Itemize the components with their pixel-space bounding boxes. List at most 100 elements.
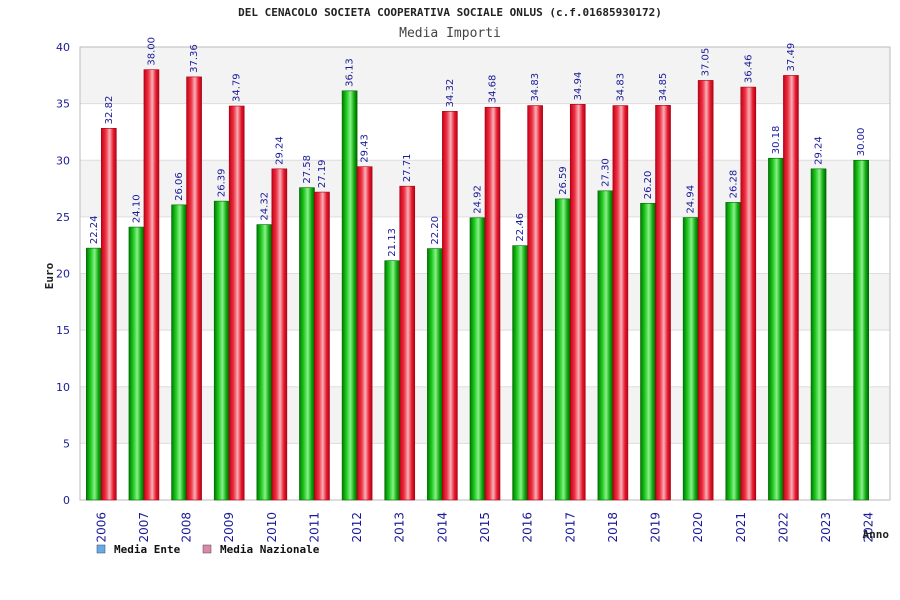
value-label: 26.28 bbox=[728, 170, 739, 199]
bar-media-ente-2012 bbox=[341, 90, 358, 501]
value-label: 37.49 bbox=[786, 43, 797, 72]
x-tick-label: 2019 bbox=[649, 512, 663, 543]
y-tick-label: 25 bbox=[56, 211, 70, 224]
bar-media-ente-2007 bbox=[128, 226, 145, 501]
bar-media-ente-2023 bbox=[810, 168, 827, 501]
value-label: 36.46 bbox=[743, 54, 754, 83]
x-tick-label: 2022 bbox=[776, 512, 790, 543]
bar-media-ente-2008 bbox=[171, 204, 187, 501]
value-label: 24.92 bbox=[473, 185, 484, 214]
x-tick-label: 2008 bbox=[180, 512, 194, 543]
value-label: 34.68 bbox=[488, 75, 499, 104]
x-tick-label: 2015 bbox=[478, 512, 492, 543]
bar-media-nazionale-2012 bbox=[356, 166, 373, 501]
legend-swatch-media-nazionale bbox=[202, 544, 212, 554]
x-tick-label: 2024 bbox=[862, 512, 876, 543]
value-label: 22.20 bbox=[430, 216, 441, 245]
value-label: 27.58 bbox=[302, 155, 313, 184]
value-label: 34.79 bbox=[232, 73, 243, 102]
legend-label-media-nazionale: Media Nazionale bbox=[220, 543, 320, 556]
bars bbox=[86, 69, 869, 501]
bar-media-ente-2013 bbox=[384, 260, 401, 501]
value-label: 34.94 bbox=[573, 72, 584, 101]
x-tick-label: 2018 bbox=[606, 512, 620, 543]
bar-media-nazionale-2017 bbox=[569, 104, 586, 501]
bar-media-ente-2024 bbox=[853, 159, 869, 501]
value-label: 26.06 bbox=[174, 172, 185, 201]
bar-media-nazionale-2019 bbox=[655, 105, 671, 501]
value-label: 34.83 bbox=[615, 73, 626, 102]
value-labels: 22.24 24.10 26.06 26.39 24.32 27.58 36.13 21.13… bbox=[89, 37, 867, 257]
y-tick-label: 0 bbox=[63, 494, 70, 507]
x-tick-label: 2010 bbox=[265, 512, 279, 543]
x-tick-label: 2017 bbox=[563, 512, 577, 543]
legend-swatch-media-ente bbox=[96, 544, 106, 554]
x-tick-label: 2009 bbox=[222, 512, 236, 543]
y-tick-label: 20 bbox=[56, 268, 70, 281]
x-tick-label: 2016 bbox=[521, 512, 535, 543]
chart-title: DEL CENACOLO SOCIETA COOPERATIVA SOCIALE… bbox=[238, 6, 662, 19]
bar-media-ente-2020 bbox=[682, 217, 699, 501]
value-label: 27.71 bbox=[402, 154, 413, 183]
value-label: 27.30 bbox=[600, 158, 611, 187]
value-label: 21.13 bbox=[387, 228, 398, 257]
value-label: 26.20 bbox=[643, 171, 654, 200]
value-label: 34.83 bbox=[530, 73, 541, 102]
chart-subtitle: Media Importi bbox=[399, 26, 501, 41]
value-label: 36.13 bbox=[345, 58, 356, 87]
bar-media-nazionale-2007 bbox=[143, 69, 160, 501]
bar-media-ente-2014 bbox=[427, 248, 443, 501]
bar-media-ente-2022 bbox=[768, 157, 784, 501]
bar-media-ente-2018 bbox=[597, 190, 614, 501]
bar-media-nazionale-2020 bbox=[697, 80, 714, 501]
bar-media-nazionale-2021 bbox=[740, 86, 757, 501]
bar-media-ente-2016 bbox=[512, 245, 528, 501]
value-label: 38.00 bbox=[146, 37, 157, 66]
x-tick-label: 2006 bbox=[94, 512, 108, 543]
bar-media-nazionale-2010 bbox=[271, 168, 288, 501]
legend: Media Ente Media Nazionale bbox=[96, 543, 320, 556]
value-label: 24.10 bbox=[131, 194, 142, 223]
bar-media-ente-2006 bbox=[86, 247, 102, 501]
value-label: 26.39 bbox=[217, 168, 228, 197]
value-label: 29.24 bbox=[274, 136, 285, 165]
x-tick-label: 2021 bbox=[734, 512, 748, 543]
y-axis-ticks: 0 5 10 15 20 25 30 35 40 bbox=[56, 41, 70, 507]
value-label: 30.00 bbox=[856, 128, 867, 157]
y-tick-label: 10 bbox=[56, 381, 70, 394]
bar-media-nazionale-2009 bbox=[228, 105, 245, 501]
value-label: 24.94 bbox=[686, 185, 697, 214]
x-axis-label: Anno bbox=[863, 528, 890, 541]
bar-media-nazionale-2013 bbox=[399, 185, 416, 501]
bar-media-ente-2019 bbox=[640, 202, 656, 501]
value-label: 37.36 bbox=[189, 44, 200, 73]
value-label: 32.82 bbox=[104, 96, 115, 125]
y-axis-label: Euro bbox=[43, 262, 56, 289]
bar-media-ente-2009 bbox=[213, 200, 230, 501]
value-label: 24.32 bbox=[259, 192, 270, 221]
value-label: 29.24 bbox=[814, 136, 825, 165]
x-tick-label: 2020 bbox=[691, 512, 705, 543]
value-label: 34.32 bbox=[445, 79, 456, 108]
bar-media-nazionale-2018 bbox=[612, 105, 629, 501]
value-label: 27.19 bbox=[317, 159, 328, 188]
bar-media-ente-2010 bbox=[256, 224, 273, 501]
value-label: 30.18 bbox=[771, 126, 782, 155]
y-tick-label: 15 bbox=[56, 324, 70, 337]
y-tick-label: 40 bbox=[56, 41, 70, 54]
y-tick-label: 35 bbox=[56, 98, 70, 111]
x-axis-ticks: 2006 2007 2008 2009 2010 2011 2012 2013 2014 2015… bbox=[94, 512, 875, 543]
value-label: 37.05 bbox=[701, 48, 712, 77]
x-tick-label: 2014 bbox=[435, 512, 449, 543]
value-label: 29.43 bbox=[360, 134, 371, 163]
x-tick-label: 2011 bbox=[307, 512, 321, 543]
bar-media-nazionale-2015 bbox=[484, 106, 501, 501]
bar-media-nazionale-2011 bbox=[314, 191, 330, 501]
bar-media-nazionale-2016 bbox=[527, 105, 543, 501]
value-label: 22.46 bbox=[515, 213, 526, 242]
bar-media-ente-2017 bbox=[554, 198, 571, 501]
bar-media-nazionale-2022 bbox=[783, 75, 799, 501]
legend-label-media-ente: Media Ente bbox=[114, 543, 181, 556]
x-tick-label: 2012 bbox=[350, 512, 364, 543]
